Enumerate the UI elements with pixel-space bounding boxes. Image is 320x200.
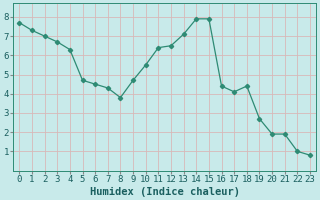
X-axis label: Humidex (Indice chaleur): Humidex (Indice chaleur) — [90, 186, 240, 197]
